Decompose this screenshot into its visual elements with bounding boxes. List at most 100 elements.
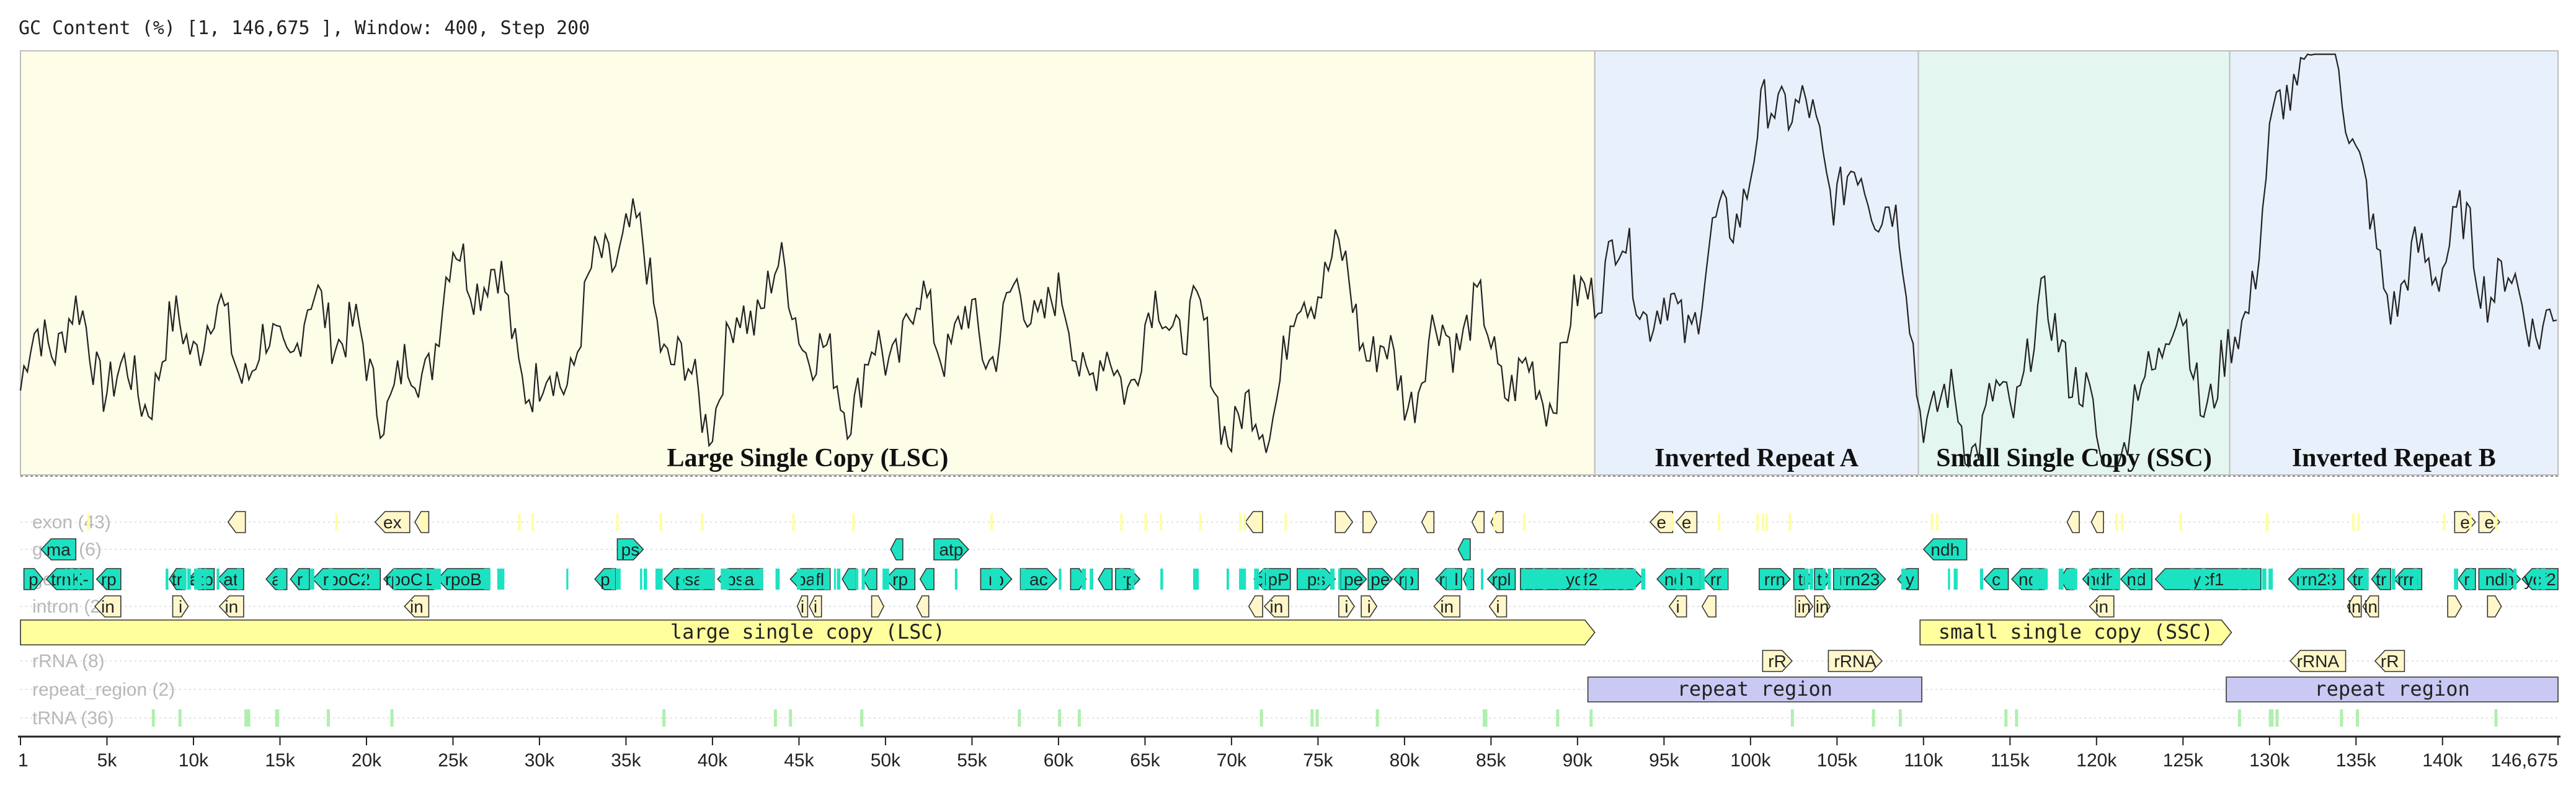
trna-tick[interactable] <box>390 709 394 727</box>
feature-gene[interactable] <box>1098 568 1113 590</box>
feature-exon[interactable] <box>1649 511 1674 533</box>
feature-exon[interactable] <box>1335 511 1354 533</box>
feature-intron[interactable] <box>1701 595 1717 618</box>
feature-intron[interactable] <box>1668 595 1687 618</box>
feature-gene[interactable] <box>1983 568 2009 590</box>
feature-gene[interactable] <box>862 568 877 590</box>
feature-span[interactable] <box>20 619 1596 645</box>
feature-intron[interactable] <box>1248 595 1263 618</box>
feature-intron[interactable] <box>94 595 122 618</box>
feature-exon[interactable] <box>2066 511 2080 533</box>
trna-tick[interactable] <box>1315 709 1319 727</box>
trna-tick[interactable] <box>1259 709 1263 727</box>
feature-exon[interactable] <box>374 511 411 533</box>
feature-intron[interactable] <box>1361 595 1378 618</box>
feature-exon[interactable] <box>1421 511 1435 533</box>
feature-intron[interactable] <box>1433 595 1460 618</box>
feature-gene[interactable] <box>23 568 44 590</box>
feature-gene_up[interactable] <box>933 538 969 561</box>
feature-intron[interactable] <box>1488 595 1508 618</box>
trna-tick[interactable] <box>1484 709 1488 727</box>
trna-tick[interactable] <box>773 709 777 727</box>
feature-gene_up[interactable] <box>616 538 644 561</box>
trna-tick[interactable] <box>2004 709 2008 727</box>
trna-tick[interactable] <box>326 709 330 727</box>
feature-repeat[interactable] <box>2226 676 2559 702</box>
feature-repeat[interactable] <box>1587 676 1922 702</box>
feature-rrna[interactable] <box>1762 650 1793 672</box>
feature-gene[interactable] <box>1486 568 1516 590</box>
trna-tick[interactable] <box>2270 709 2274 727</box>
feature-gene[interactable] <box>290 568 310 590</box>
feature-rrna[interactable] <box>1828 650 1883 672</box>
trna-tick[interactable] <box>1589 709 1593 727</box>
feature-gene[interactable] <box>1393 568 1419 590</box>
feature-rrna[interactable] <box>2290 650 2347 672</box>
feature-exon[interactable] <box>1675 511 1698 533</box>
trna-tick[interactable] <box>1898 709 1902 727</box>
trna-tick[interactable] <box>2268 709 2272 727</box>
feature-gene[interactable] <box>1758 568 1792 590</box>
feature-intron[interactable] <box>796 595 809 618</box>
feature-gene[interactable] <box>919 568 935 590</box>
trna-tick[interactable] <box>2237 709 2241 727</box>
feature-gene[interactable] <box>2154 568 2262 590</box>
feature-exon[interactable] <box>1471 511 1485 533</box>
feature-gene[interactable] <box>2371 568 2391 590</box>
feature-intron[interactable] <box>1795 595 1814 618</box>
feature-gene[interactable] <box>95 568 122 590</box>
trna-tick[interactable] <box>247 709 251 727</box>
feature-intron[interactable] <box>2447 595 2463 618</box>
feature-exon[interactable] <box>227 511 246 533</box>
trna-tick[interactable] <box>1018 709 1021 727</box>
feature-intron[interactable] <box>172 595 189 618</box>
trna-tick[interactable] <box>151 709 155 727</box>
feature-intron[interactable] <box>2089 595 2115 618</box>
trna-tick[interactable] <box>2340 709 2343 727</box>
feature-gene_up[interactable] <box>1457 538 1471 561</box>
feature-gene_up[interactable] <box>890 538 904 561</box>
feature-span[interactable] <box>1919 619 2232 645</box>
trna-tick[interactable] <box>2494 709 2498 727</box>
trna-tick[interactable] <box>276 709 280 727</box>
feature-gene[interactable] <box>842 568 857 590</box>
feature-intron[interactable] <box>871 595 885 618</box>
feature-gene[interactable] <box>1367 568 1393 590</box>
feature-exon[interactable] <box>2090 511 2104 533</box>
trna-tick[interactable] <box>1077 709 1081 727</box>
feature-intron[interactable] <box>1263 595 1289 618</box>
feature-gene[interactable] <box>1019 568 1058 590</box>
trna-tick[interactable] <box>2275 709 2279 727</box>
trna-tick[interactable] <box>662 709 666 727</box>
trna-tick[interactable] <box>1556 709 1560 727</box>
feature-gene_up[interactable] <box>1922 538 1968 561</box>
trna-tick[interactable] <box>789 709 793 727</box>
feature-exon[interactable] <box>2478 511 2500 533</box>
trna-tick[interactable] <box>2015 709 2019 727</box>
feature-gene_up[interactable] <box>40 538 77 561</box>
feature-intron[interactable] <box>1338 595 1355 618</box>
feature-intron[interactable] <box>2347 595 2362 618</box>
trna-tick[interactable] <box>1058 709 1062 727</box>
feature-gene[interactable] <box>45 568 94 590</box>
feature-gene[interactable] <box>1814 568 1831 590</box>
feature-intron[interactable] <box>218 595 244 618</box>
feature-intron[interactable] <box>2362 595 2379 618</box>
trna-tick[interactable] <box>178 709 182 727</box>
feature-gene[interactable] <box>1832 568 1886 590</box>
trna-tick[interactable] <box>1310 709 1314 727</box>
trna-tick[interactable] <box>860 709 864 727</box>
trna-tick[interactable] <box>1375 709 1379 727</box>
trna-tick[interactable] <box>2356 709 2360 727</box>
feature-exon[interactable] <box>1490 511 1504 533</box>
feature-exon[interactable] <box>414 511 430 533</box>
feature-intron[interactable] <box>404 595 430 618</box>
feature-gene[interactable] <box>383 568 435 590</box>
trna-tick[interactable] <box>1872 709 1875 727</box>
feature-intron[interactable] <box>809 595 822 618</box>
feature-rrna[interactable] <box>2374 650 2405 672</box>
feature-exon[interactable] <box>1245 511 1263 533</box>
feature-intron[interactable] <box>1814 595 1831 618</box>
feature-exon[interactable] <box>1362 511 1378 533</box>
